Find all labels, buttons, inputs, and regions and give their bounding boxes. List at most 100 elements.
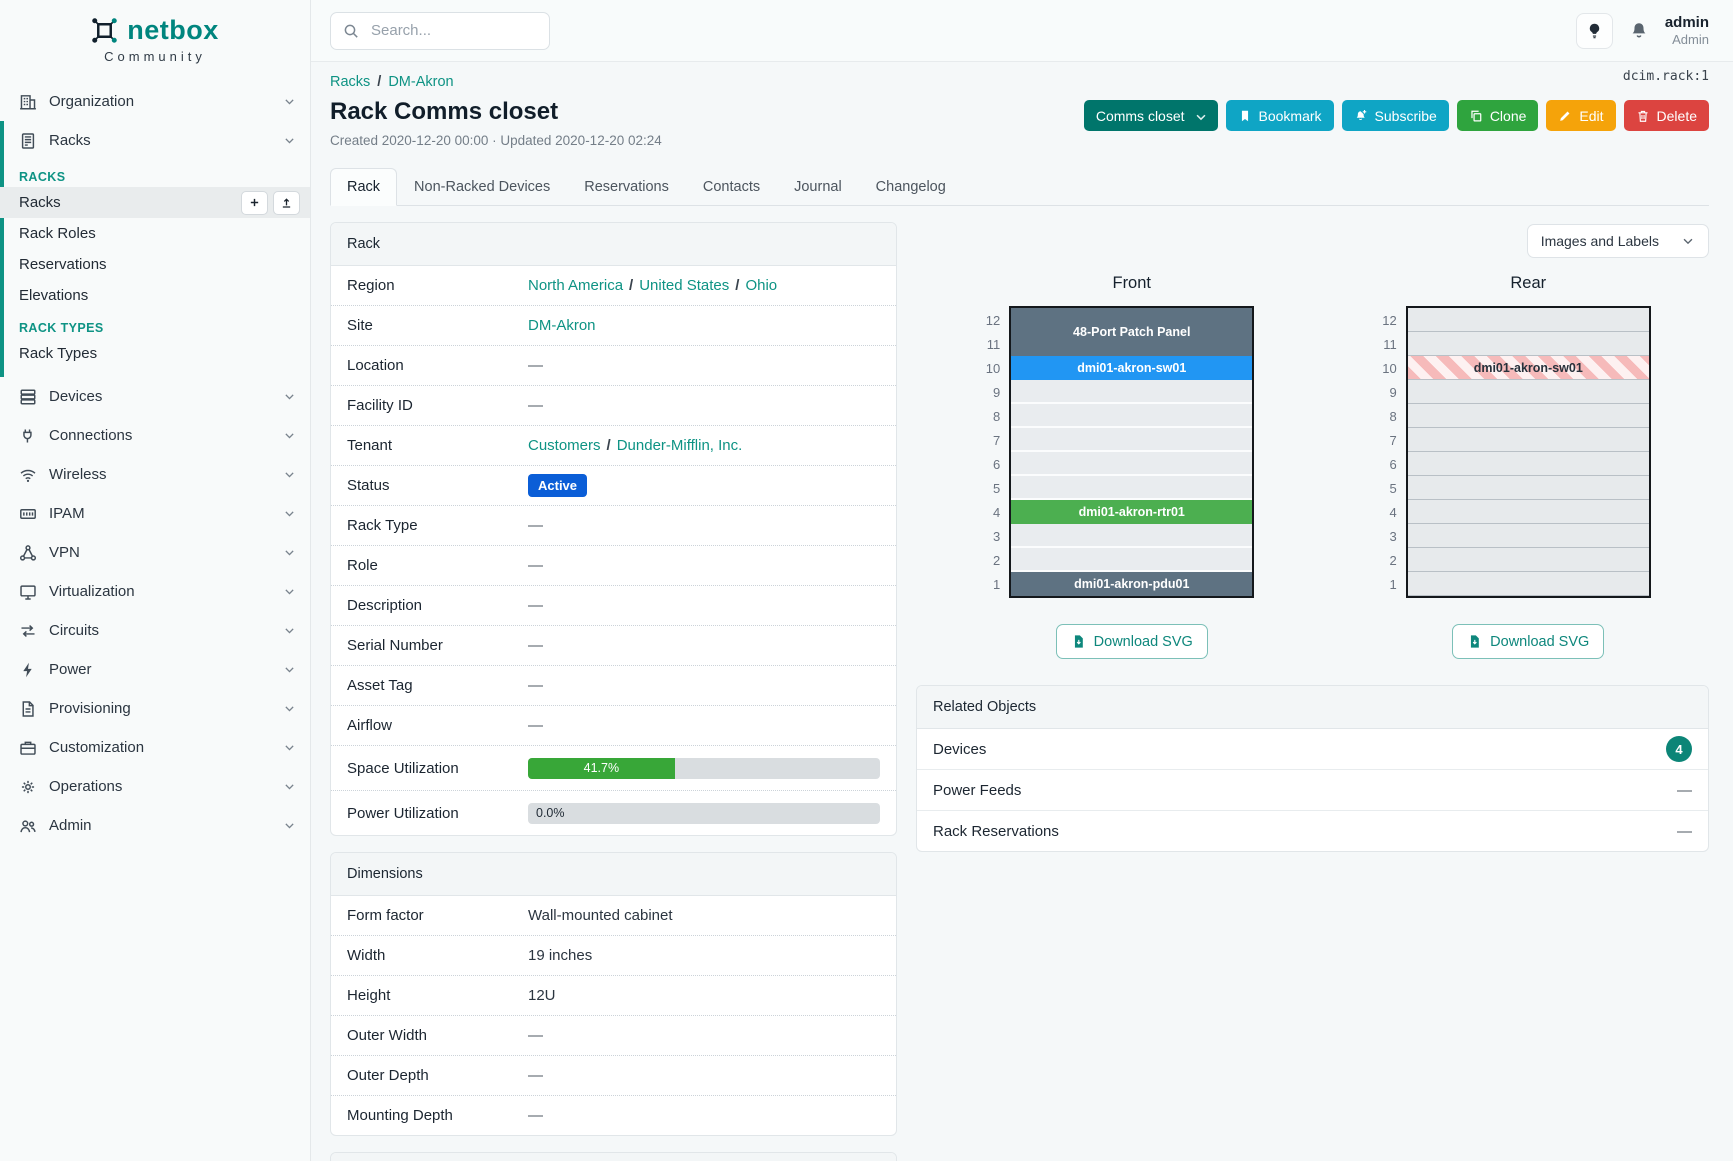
sidebar-item-rack-roles[interactable]: Rack Roles [19,225,96,242]
breadcrumb-site[interactable]: DM-Akron [388,74,454,90]
rack-unit-device[interactable]: dmi01-akron-sw01 [1011,356,1253,380]
import-racks-button[interactable] [273,190,300,215]
bookmark-button[interactable]: Bookmark [1225,100,1334,131]
region-link[interactable]: United States [639,277,730,294]
delete-button[interactable]: Delete [1623,100,1709,131]
sidebar-item-virtualization[interactable]: Virtualization [0,572,310,611]
user-menu[interactable]: admin Admin [1665,14,1709,47]
rack-unit-empty[interactable] [1011,452,1253,476]
sidebar-item-operations[interactable]: Operations [0,767,310,806]
subscribe-button[interactable]: Subscribe [1341,100,1449,131]
wireless-icon [19,466,37,484]
rack-unit-empty[interactable] [1407,572,1649,596]
rack-unit-device[interactable]: dmi01-akron-pdu01 [1011,572,1253,596]
sidebar-item-organization[interactable]: Organization [0,82,310,121]
rack-unit-empty[interactable] [1011,380,1253,404]
related-row-power-feeds[interactable]: Power Feeds — [917,770,1708,811]
sidebar-item-racks[interactable]: Racks [0,187,310,218]
related-row-devices[interactable]: Devices 4 [917,729,1708,770]
sidebar-item-devices[interactable]: Devices [0,377,310,416]
sidebar-item-provisioning[interactable]: Provisioning [0,689,310,728]
attr-row-width: Width 19 inches [331,936,896,976]
sidebar-item-admin[interactable]: Admin [0,806,310,845]
top-bar: admin Admin [311,0,1733,62]
sidebar-item-vpn[interactable]: VPN [0,533,310,572]
rack-unit-empty[interactable] [1407,524,1649,548]
chevron-down-icon [283,585,296,598]
attr-row-facility-id: Facility ID — [331,386,896,426]
attr-row-location: Location — [331,346,896,386]
chevron-down-icon [283,429,296,442]
rack-unit-empty[interactable] [1011,428,1253,452]
sidebar-item-circuits[interactable]: Circuits [0,611,310,650]
rack-group-dropdown[interactable]: Comms closet [1083,100,1218,131]
rack-unit-empty[interactable] [1011,548,1253,572]
region-link[interactable]: North America [528,277,624,294]
sidebar-item-reservations[interactable]: Reservations [19,256,107,273]
rack-unit-empty[interactable] [1407,452,1649,476]
tenant-link[interactable]: Dunder-Mifflin, Inc. [616,437,743,454]
attr-row-site: Site DM-Akron [331,306,896,346]
attr-row-form-factor: Form factor Wall-mounted cabinet [331,896,896,936]
tab-journal[interactable]: Journal [794,179,842,195]
rack-unit-empty[interactable] [1407,476,1649,500]
tab-rack[interactable]: Rack [330,168,398,206]
card-title: Dimensions [331,853,896,896]
tenant-group-link[interactable]: Customers [528,437,601,454]
rack-unit-empty[interactable] [1011,404,1253,428]
tab-contacts[interactable]: Contacts [702,179,761,195]
related-row-rack-reservations[interactable]: Rack Reservations — [933,822,1692,840]
admin-icon [19,817,37,835]
sidebar-item-ipam[interactable]: IPAM [0,494,310,533]
theme-toggle-button[interactable] [1575,12,1613,49]
attr-row-power-utilization: Power Utilization 0.0% [331,791,896,835]
search-box[interactable] [330,11,550,50]
search-input[interactable] [369,21,537,40]
netbox-logo[interactable]: netbox [0,0,310,46]
chevron-down-icon [283,780,296,793]
connections-icon [19,427,37,445]
rack-unit-device[interactable]: dmi01-akron-rtr01 [1011,500,1253,524]
rack-unit-empty[interactable] [1407,380,1649,404]
edit-button[interactable]: Edit [1546,100,1616,131]
rack-unit-empty[interactable] [1407,548,1649,572]
sidebar-item-customization[interactable]: Customization [0,728,310,767]
sidebar-item-racks-parent[interactable]: Racks [0,121,310,160]
rack-unit-empty[interactable] [1407,428,1649,452]
tab-changelog[interactable]: Changelog [875,179,946,195]
clone-button[interactable]: Clone [1456,100,1539,131]
download-svg-front-button[interactable]: Download SVG [1055,624,1208,659]
region-link[interactable]: Ohio [745,277,778,294]
elevation-view-select[interactable]: Images and Labels [1526,224,1709,258]
sidebar: netbox Community Organization Racks RACK… [0,0,311,1161]
operations-icon [19,778,37,796]
attr-row-description: Description — [331,586,896,626]
sidebar-item-power[interactable]: Power [0,650,310,689]
action-buttons: Comms closet Bookmark Subscribe Clone [1083,100,1709,131]
search-icon [343,23,359,39]
chevron-down-icon [283,468,296,481]
breadcrumb-racks[interactable]: Racks [330,74,371,90]
sidebar-item-rack-types[interactable]: Rack Types [19,345,98,362]
tab-reservations[interactable]: Reservations [584,179,669,195]
rack-unit-device-rear[interactable]: dmi01-akron-sw01 [1407,356,1649,380]
rack-unit-empty[interactable] [1011,476,1253,500]
attr-row-role: Role — [331,546,896,586]
rack-unit-empty[interactable] [1011,524,1253,548]
sidebar-item-elevations[interactable]: Elevations [19,287,89,304]
rack-unit-empty[interactable] [1407,404,1649,428]
rack-unit-empty[interactable] [1407,500,1649,524]
download-svg-rear-button[interactable]: Download SVG [1452,624,1605,659]
rack-unit-device[interactable]: 48-Port Patch Panel [1011,308,1253,356]
add-rack-button[interactable] [241,190,268,215]
chevron-down-icon [283,390,296,403]
sidebar-item-label: Organization [49,93,135,110]
tab-non-racked-devices[interactable]: Non-Racked Devices [414,179,551,195]
notifications-bell-icon[interactable] [1629,21,1649,41]
site-link[interactable]: DM-Akron [528,317,596,334]
rack-unit-empty[interactable] [1407,308,1649,332]
sidebar-item-connections[interactable]: Connections [0,416,310,455]
front-unit-scale: 12 11 10 9 8 7 6 5 4 3 2 [985,312,1001,592]
sidebar-item-wireless[interactable]: Wireless [0,455,310,494]
rack-unit-empty[interactable] [1407,332,1649,356]
